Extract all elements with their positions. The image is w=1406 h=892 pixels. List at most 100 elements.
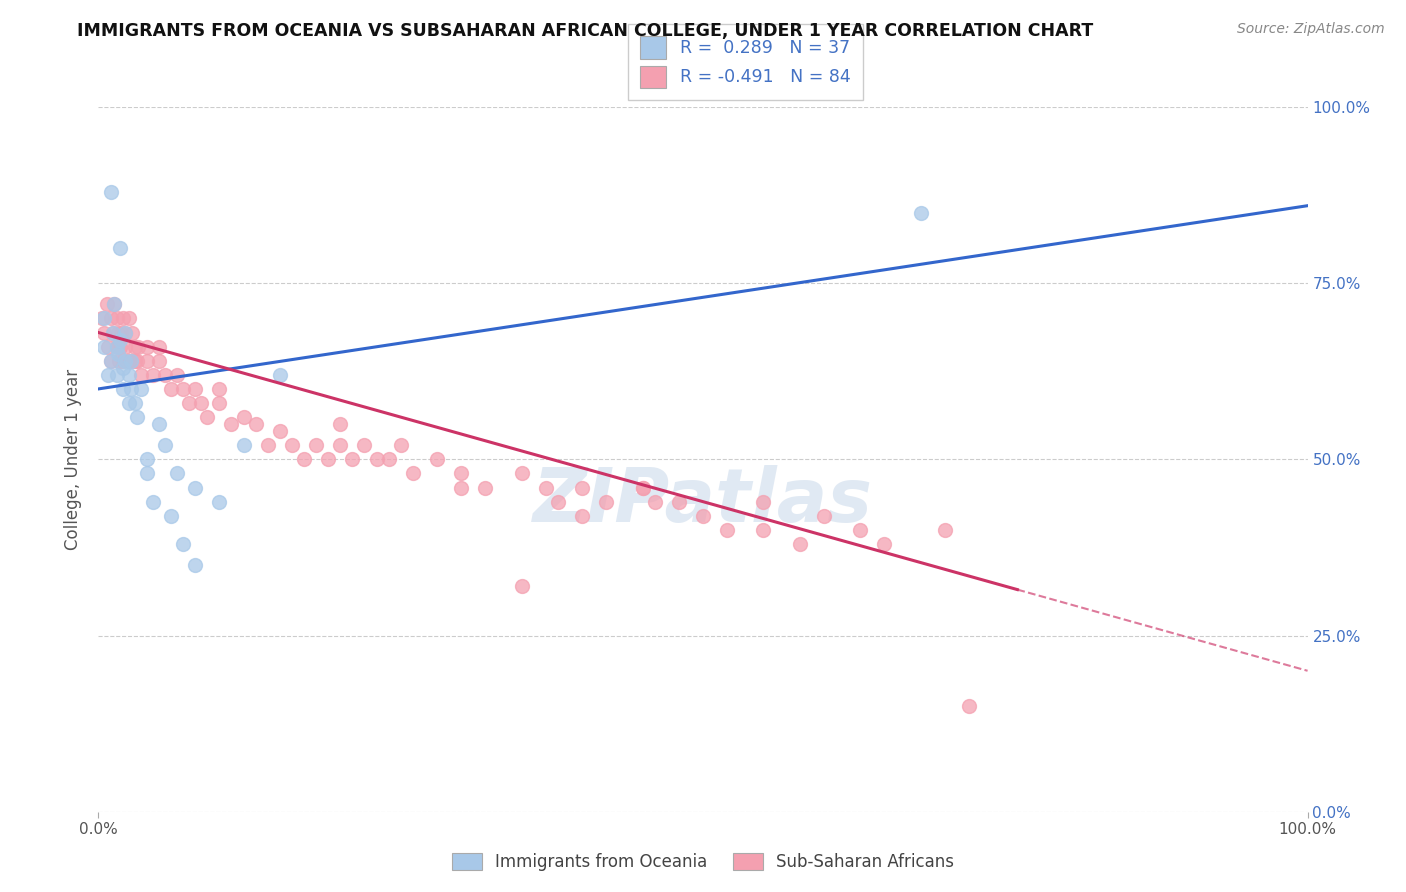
Point	[190, 396, 212, 410]
Point	[305, 438, 328, 452]
Point	[789, 537, 811, 551]
Point	[571, 508, 593, 523]
Point	[105, 311, 128, 326]
Point	[105, 368, 128, 382]
Point	[93, 340, 115, 354]
Point	[114, 326, 136, 340]
Point	[111, 382, 134, 396]
Point	[873, 537, 896, 551]
Point	[100, 353, 122, 368]
Point	[100, 185, 122, 199]
Point	[148, 353, 170, 368]
Point	[124, 353, 146, 368]
Point	[110, 326, 132, 340]
Point	[111, 360, 134, 375]
Point	[450, 481, 472, 495]
Point	[135, 467, 157, 481]
Point	[474, 481, 496, 495]
Point	[934, 523, 956, 537]
Point	[127, 410, 149, 425]
Point	[129, 368, 152, 382]
Point	[129, 382, 152, 396]
Point	[108, 333, 131, 347]
Point	[127, 353, 149, 368]
Point	[103, 297, 125, 311]
Point	[184, 558, 207, 573]
Point	[100, 353, 122, 368]
Point	[179, 396, 201, 410]
Legend: Immigrants from Oceania, Sub-Saharan Africans: Immigrants from Oceania, Sub-Saharan Afr…	[444, 845, 962, 880]
Point	[644, 494, 666, 508]
Point	[120, 353, 142, 368]
Text: ZIPatlas: ZIPatlas	[533, 465, 873, 538]
Point	[269, 368, 291, 382]
Point	[631, 481, 654, 495]
Point	[105, 340, 128, 354]
Point	[195, 410, 218, 425]
Point	[256, 438, 278, 452]
Point	[111, 353, 134, 368]
Point	[957, 699, 980, 714]
Point	[510, 467, 533, 481]
Point	[342, 452, 364, 467]
Point	[135, 353, 157, 368]
Point	[450, 467, 472, 481]
Point	[510, 579, 533, 593]
Point	[813, 508, 835, 523]
Point	[120, 353, 142, 368]
Point	[142, 368, 165, 382]
Point	[118, 368, 141, 382]
Point	[124, 340, 146, 354]
Point	[153, 438, 176, 452]
Point	[107, 326, 129, 340]
Point	[105, 340, 128, 354]
Point	[910, 205, 932, 219]
Point	[595, 494, 617, 508]
Point	[281, 438, 304, 452]
Point	[426, 452, 449, 467]
Point	[631, 481, 654, 495]
Point	[96, 297, 118, 311]
Point	[160, 382, 183, 396]
Point	[292, 452, 315, 467]
Point	[101, 326, 124, 340]
Point	[245, 417, 267, 431]
Point	[124, 396, 146, 410]
Point	[534, 481, 557, 495]
Point	[752, 494, 775, 508]
Point	[269, 424, 291, 438]
Point	[103, 297, 125, 311]
Point	[668, 494, 690, 508]
Point	[120, 382, 142, 396]
Point	[153, 368, 176, 382]
Point	[571, 481, 593, 495]
Point	[127, 340, 149, 354]
Text: IMMIGRANTS FROM OCEANIA VS SUBSAHARAN AFRICAN COLLEGE, UNDER 1 YEAR CORRELATION : IMMIGRANTS FROM OCEANIA VS SUBSAHARAN AF…	[77, 22, 1094, 40]
Point	[232, 410, 254, 425]
Point	[353, 438, 375, 452]
Point	[108, 353, 131, 368]
Point	[91, 311, 114, 326]
Point	[752, 523, 775, 537]
Point	[97, 340, 120, 354]
Point	[166, 467, 188, 481]
Point	[172, 537, 194, 551]
Point	[100, 311, 122, 326]
Point	[93, 311, 115, 326]
Point	[329, 417, 352, 431]
Point	[172, 382, 194, 396]
Point	[121, 326, 143, 340]
Point	[142, 494, 165, 508]
Point	[329, 438, 352, 452]
Point	[208, 494, 231, 508]
Point	[101, 326, 124, 340]
Point	[377, 452, 399, 467]
Point	[221, 417, 243, 431]
Point	[366, 452, 388, 467]
Point	[692, 508, 714, 523]
Point	[107, 346, 129, 360]
Point	[849, 523, 872, 537]
Point	[232, 438, 254, 452]
Point	[166, 368, 188, 382]
Point	[316, 452, 339, 467]
